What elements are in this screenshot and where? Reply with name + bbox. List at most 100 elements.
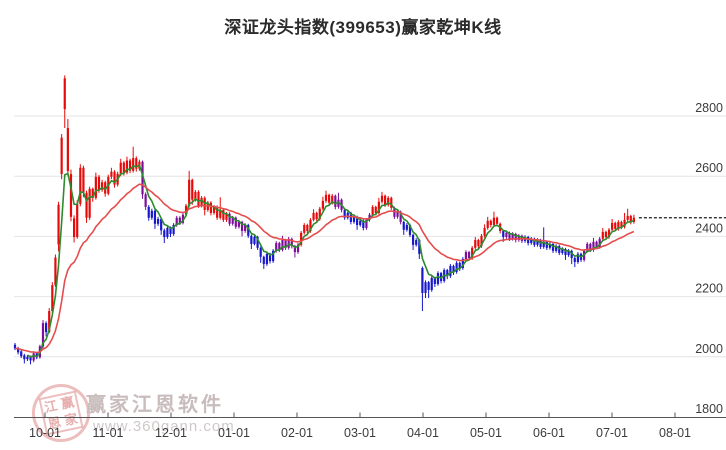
candle-body <box>23 355 26 360</box>
candle-body <box>458 262 461 269</box>
candle-body <box>125 160 129 173</box>
candle-body <box>626 215 629 220</box>
candle-body <box>97 176 101 190</box>
candle-body <box>449 265 452 277</box>
watermark-brand-text: 赢家江恩软件 <box>86 394 224 416</box>
candle-body <box>72 218 76 238</box>
candle-body <box>275 243 278 251</box>
candle-body <box>209 202 213 213</box>
candle-body <box>604 231 607 238</box>
candle-body <box>172 224 175 234</box>
candle-body <box>309 219 312 231</box>
candle-body <box>128 160 132 171</box>
candle-body <box>188 179 191 206</box>
candle-body <box>163 230 166 238</box>
candle-body <box>405 224 408 230</box>
candle-body <box>262 256 265 265</box>
candle-body <box>26 356 29 360</box>
candle-body <box>63 78 66 110</box>
candle-body <box>390 197 393 208</box>
x-axis-label: 05-01 <box>470 426 502 440</box>
candle-body <box>268 253 272 262</box>
candle-body <box>558 246 561 253</box>
candle-body <box>408 224 412 235</box>
candle-body <box>318 208 321 219</box>
candle-body <box>418 240 421 254</box>
x-axis-label: 07-01 <box>596 426 628 440</box>
candle-body <box>216 206 219 218</box>
candle-body <box>132 158 135 171</box>
candle-body <box>51 285 54 312</box>
candle-body <box>160 218 163 231</box>
candle-body <box>17 348 20 353</box>
candle-body <box>561 249 564 253</box>
candle-body <box>570 250 573 259</box>
candle-body <box>424 282 427 293</box>
candle-body <box>290 238 293 247</box>
candle-body <box>219 209 222 218</box>
candle-body <box>573 258 576 262</box>
candle-body <box>300 232 303 245</box>
x-axis-label: 08-01 <box>659 426 691 440</box>
candle-body <box>598 238 601 247</box>
candle-body <box>436 273 440 284</box>
candle-body <box>371 206 374 215</box>
candle-body <box>281 240 284 250</box>
candle-body <box>471 247 474 259</box>
candle-body <box>85 192 88 218</box>
candle-body <box>617 221 620 229</box>
candle-body <box>166 227 169 238</box>
candle-body <box>312 212 315 220</box>
candle-body <box>91 188 94 198</box>
candle-body <box>632 217 635 222</box>
candle-body <box>234 217 237 227</box>
candle-body <box>542 241 545 247</box>
candle-body <box>41 323 45 347</box>
candle-body <box>212 206 216 213</box>
fast-ma-line <box>26 164 635 358</box>
candle-body <box>402 221 405 230</box>
candle-body <box>237 221 241 227</box>
candle-body <box>100 182 104 190</box>
candle-body <box>576 253 580 262</box>
candle-body <box>511 233 514 239</box>
y-axis-label: 2200 <box>695 282 723 296</box>
y-axis-label: 1800 <box>695 402 723 416</box>
candle-body <box>293 246 296 253</box>
candle-body <box>474 240 477 248</box>
candle-body <box>427 282 430 290</box>
candle-body <box>551 243 555 251</box>
x-axis-label: 06-01 <box>533 426 565 440</box>
candle-body <box>374 206 377 213</box>
candle-body <box>483 227 486 236</box>
candle-body <box>104 182 107 194</box>
candle-body <box>352 216 356 222</box>
candle-body <box>76 203 79 238</box>
candle-body <box>629 215 632 222</box>
candle-body <box>60 137 63 175</box>
candle-body <box>564 249 567 256</box>
candle-body <box>200 197 203 206</box>
candle-body <box>66 128 69 172</box>
candle-body <box>272 250 275 262</box>
candle-body <box>530 238 533 244</box>
x-axis-label: 12-01 <box>155 426 187 440</box>
candle-body <box>411 234 415 245</box>
candle-body <box>383 195 387 205</box>
candle-body <box>467 252 471 259</box>
candle-body <box>592 241 595 250</box>
candle-body <box>334 195 337 207</box>
candle-body <box>265 253 269 265</box>
candle-body <box>244 224 247 231</box>
candle-body <box>589 243 592 250</box>
x-axis-label: 03-01 <box>344 426 376 440</box>
candle-body <box>197 191 200 206</box>
candle-body <box>113 171 116 185</box>
candle-body <box>175 217 178 225</box>
candle-body <box>284 240 287 248</box>
candle-body <box>362 220 365 228</box>
candle-body <box>122 162 125 173</box>
candle-body <box>595 241 598 247</box>
